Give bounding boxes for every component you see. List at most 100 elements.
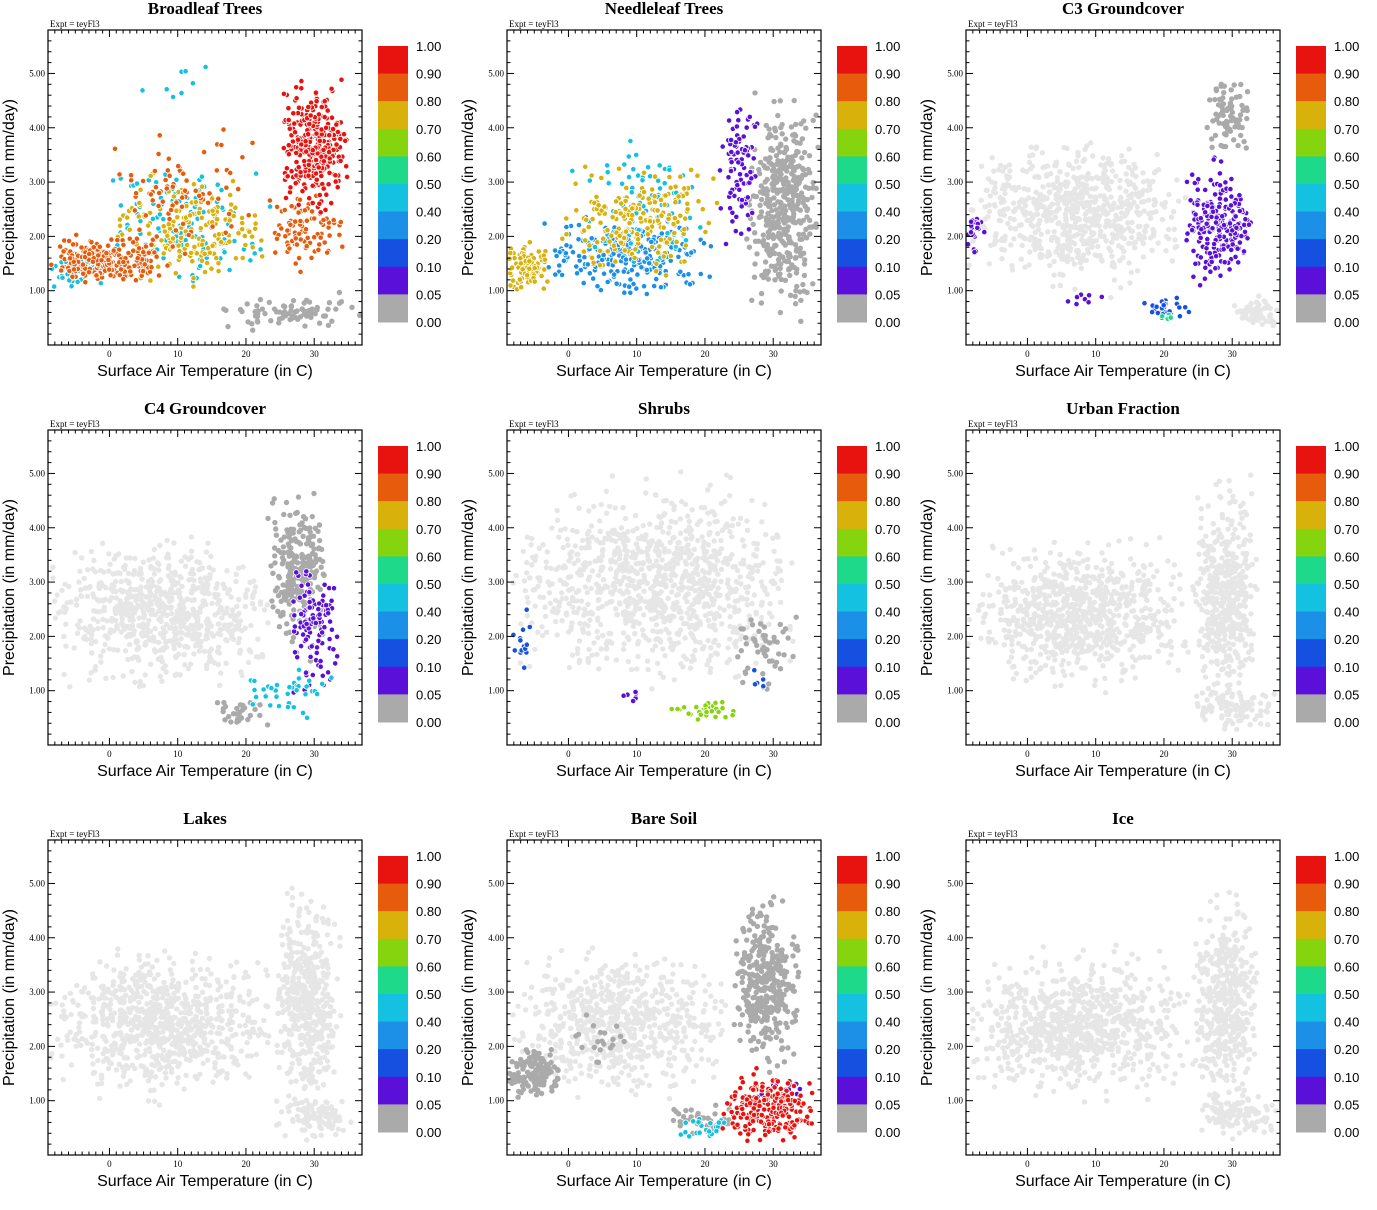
data-point	[291, 649, 299, 656]
colorbar-label: 1.00	[1334, 39, 1359, 54]
data-point	[1086, 175, 1092, 181]
data-point	[305, 161, 312, 168]
data-point	[634, 231, 641, 238]
data-point	[292, 180, 299, 187]
data-point	[1042, 164, 1048, 170]
data-point	[1018, 256, 1024, 262]
data-point	[1027, 237, 1033, 243]
data-point	[1172, 244, 1178, 251]
data-point	[1202, 209, 1209, 216]
data-point	[1005, 220, 1011, 227]
data-point	[1066, 228, 1073, 235]
data-point	[73, 231, 80, 238]
data-point	[802, 257, 808, 263]
data-point	[303, 148, 310, 155]
data-point	[661, 201, 668, 208]
data-point	[206, 649, 213, 655]
data-point	[143, 594, 149, 600]
data-point	[108, 236, 115, 243]
data-point	[712, 567, 718, 573]
data-point	[302, 323, 308, 329]
data-point	[194, 559, 200, 565]
data-point	[991, 168, 997, 174]
data-point	[803, 226, 809, 232]
data-point	[767, 197, 773, 203]
data-point	[329, 318, 335, 324]
data-point	[806, 217, 813, 223]
data-point	[795, 201, 801, 207]
data-point	[206, 190, 213, 197]
data-point	[667, 184, 674, 191]
data-point	[326, 618, 334, 625]
data-point	[562, 250, 570, 257]
data-point	[992, 185, 998, 191]
data-point	[318, 103, 325, 111]
data-point	[313, 558, 319, 565]
data-point	[227, 613, 234, 619]
data-point	[793, 179, 799, 186]
data-point	[306, 677, 313, 684]
data-point	[1028, 144, 1034, 150]
data-point	[1215, 102, 1222, 108]
data-point	[190, 606, 196, 612]
data-point	[309, 147, 316, 154]
data-point	[1001, 207, 1007, 213]
data-point	[998, 162, 1004, 169]
data-point	[560, 257, 568, 264]
data-point	[317, 234, 324, 241]
data-point	[1220, 222, 1228, 229]
data-point	[1168, 214, 1175, 220]
data-point	[1159, 216, 1166, 223]
data-point	[1166, 236, 1172, 242]
colorbar-segment	[378, 184, 408, 213]
data-point	[1092, 252, 1098, 258]
data-point	[761, 163, 767, 169]
data-point	[143, 641, 149, 647]
data-point	[1020, 234, 1026, 240]
data-point	[1089, 221, 1096, 228]
data-point	[259, 306, 266, 312]
data-point	[1142, 228, 1148, 234]
data-point	[178, 601, 184, 607]
colorbar-label: 0.10	[416, 660, 441, 675]
data-point	[589, 216, 596, 223]
x-tick-label: 30	[1228, 349, 1238, 359]
data-point	[295, 494, 302, 500]
data-point	[130, 239, 137, 246]
data-point	[73, 602, 80, 608]
data-point	[996, 217, 1002, 224]
data-point	[74, 630, 81, 636]
data-point	[580, 227, 588, 234]
data-point	[329, 126, 337, 133]
x-tick-label: 0	[107, 349, 112, 359]
data-point	[1236, 239, 1243, 246]
data-point	[135, 645, 142, 652]
data-point	[151, 546, 157, 553]
data-point	[1097, 232, 1103, 238]
data-point	[586, 177, 593, 184]
data-point	[251, 250, 258, 257]
data-point	[1207, 97, 1213, 103]
data-point	[1026, 153, 1033, 159]
data-point	[292, 309, 299, 315]
data-point	[1045, 249, 1052, 255]
data-point	[245, 716, 251, 723]
data-point	[212, 594, 218, 600]
data-point	[182, 563, 189, 569]
data-point	[151, 571, 158, 577]
data-point	[777, 233, 784, 240]
colorbar-segment	[378, 128, 408, 157]
data-point	[120, 275, 127, 283]
data-point	[1007, 168, 1013, 174]
data-point	[1073, 300, 1080, 308]
data-point	[182, 643, 188, 650]
data-point	[1274, 307, 1280, 314]
data-point	[1038, 231, 1044, 237]
data-point	[628, 266, 635, 274]
data-point	[111, 556, 118, 562]
data-point	[286, 683, 293, 691]
colorbar-label: 0.80	[416, 494, 441, 509]
data-point	[1153, 168, 1159, 175]
data-point	[265, 620, 271, 626]
